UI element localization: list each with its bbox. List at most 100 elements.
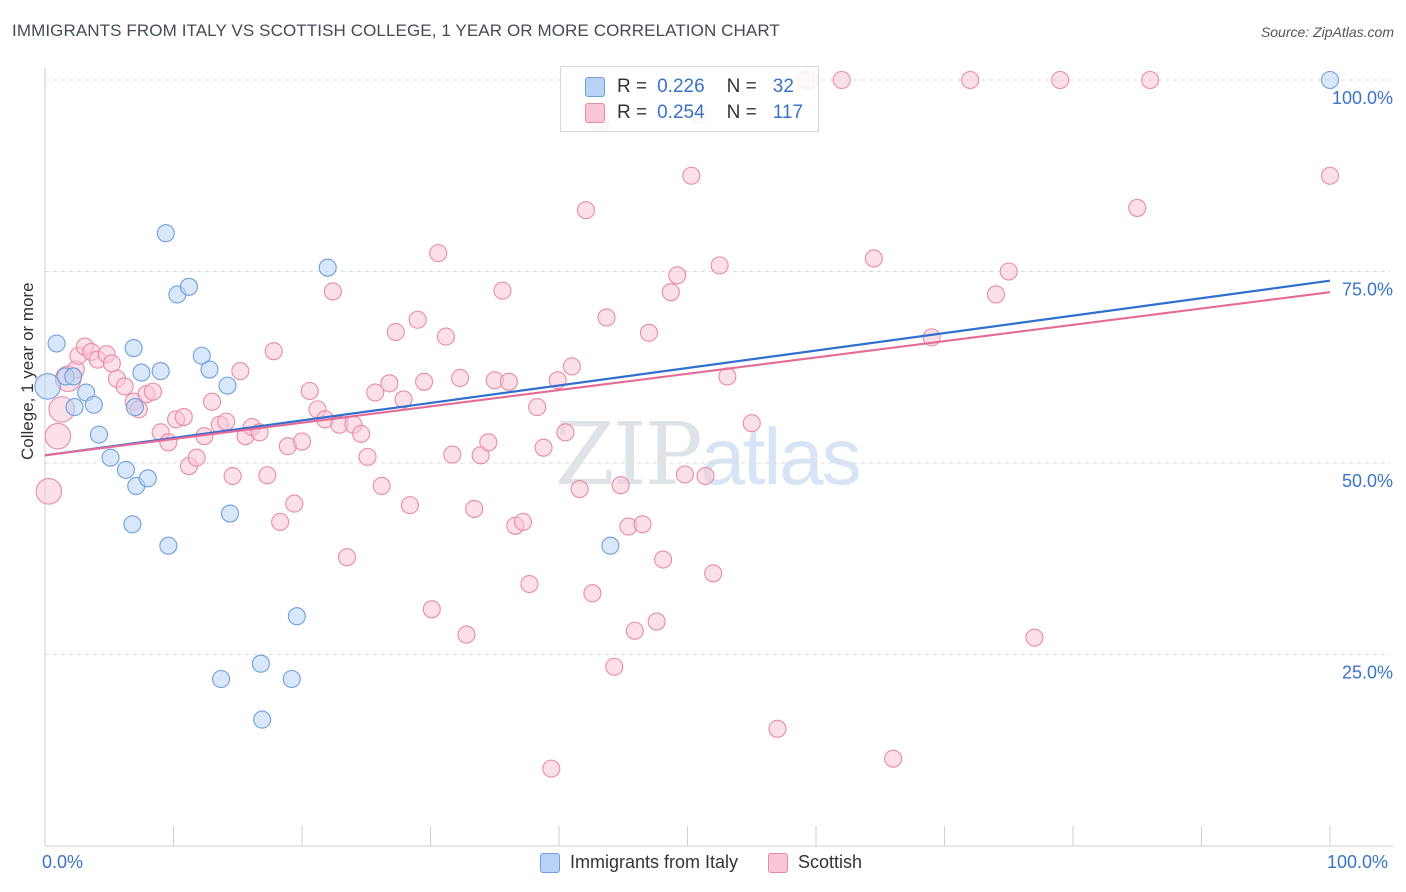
legend-swatch-blue xyxy=(540,852,560,873)
point-scottish xyxy=(611,476,630,495)
point-scottish xyxy=(408,310,427,329)
point-scottish xyxy=(668,266,687,285)
legend-n-value: 32 xyxy=(772,76,794,97)
trend-line-scottish xyxy=(44,291,1331,457)
legend-label-scottish: Scottish xyxy=(798,852,863,872)
point-scottish xyxy=(1128,198,1147,217)
point-scottish xyxy=(768,719,787,738)
point-scottish xyxy=(44,422,72,450)
point-scottish xyxy=(323,282,342,301)
point-italy xyxy=(89,425,109,444)
point-scottish xyxy=(556,423,575,442)
legend-r-label: R = xyxy=(617,76,648,97)
point-italy xyxy=(123,515,142,534)
chart-title: IMMIGRANTS FROM ITALY VS SCOTTISH COLLEG… xyxy=(12,21,780,40)
y-tick-label: 50.0% xyxy=(1342,471,1393,491)
point-scottish xyxy=(223,466,242,486)
point-scottish xyxy=(174,407,193,427)
point-scottish xyxy=(639,323,659,342)
point-scottish xyxy=(1025,628,1044,647)
point-scottish xyxy=(115,377,134,396)
point-scottish xyxy=(300,381,319,401)
point-scottish xyxy=(710,256,729,275)
point-scottish xyxy=(654,550,673,569)
legend-swatch-pink xyxy=(585,103,605,123)
point-scottish xyxy=(102,354,121,373)
point-scottish xyxy=(647,612,666,631)
trend-line-italy xyxy=(44,279,1331,457)
legend-swatch-blue xyxy=(585,77,605,97)
point-scottish xyxy=(258,466,277,485)
point-scottish xyxy=(583,584,602,603)
point-italy xyxy=(318,258,337,277)
point-italy xyxy=(125,398,144,417)
point-italy xyxy=(192,346,211,365)
point-italy xyxy=(151,362,170,381)
legend-row-scottish: R = 0.254 N = 117 xyxy=(585,101,803,125)
point-italy xyxy=(34,373,61,400)
point-scottish xyxy=(576,201,596,220)
point-scottish xyxy=(682,166,701,185)
point-scottish xyxy=(231,362,250,381)
point-italy xyxy=(251,654,270,673)
point-scottish xyxy=(986,285,1005,304)
point-scottish xyxy=(143,382,162,401)
point-scottish xyxy=(633,515,652,534)
point-italy xyxy=(138,469,157,488)
point-scottish xyxy=(625,621,644,640)
watermark-atlas: atlas xyxy=(700,412,862,501)
point-scottish xyxy=(884,749,903,768)
legend-n-value: 117 xyxy=(772,102,804,123)
x-tick-label-max: 100.0% xyxy=(1327,852,1389,872)
point-scottish xyxy=(961,70,980,90)
point-italy xyxy=(287,607,306,626)
correlation-legend: R = 0.226 N = 32 R = 0.254 N = 117 xyxy=(560,66,819,132)
legend-n-label: N = xyxy=(726,76,757,97)
legend-r-label: R = xyxy=(617,102,648,123)
series-legend: Immigrants from Italy Scottish xyxy=(540,852,892,873)
point-scottish xyxy=(696,466,715,486)
legend-row-italy: R = 0.226 N = 32 xyxy=(585,75,794,99)
point-scottish xyxy=(597,308,616,327)
point-scottish xyxy=(264,342,283,361)
point-scottish xyxy=(400,496,419,515)
point-scottish xyxy=(358,447,377,466)
point-scottish xyxy=(380,374,399,393)
point-italy xyxy=(159,536,178,555)
legend-r-value: 0.254 xyxy=(657,102,705,123)
point-scottish xyxy=(479,433,498,452)
point-italy xyxy=(253,710,272,729)
point-scottish xyxy=(562,357,581,376)
point-scottish xyxy=(187,448,206,467)
point-scottish xyxy=(292,432,312,451)
point-italy xyxy=(124,339,143,358)
point-scottish xyxy=(1320,166,1340,185)
point-scottish xyxy=(451,368,470,388)
point-scottish xyxy=(394,390,413,409)
point-scottish xyxy=(372,476,391,496)
point-scottish xyxy=(35,478,63,505)
point-scottish xyxy=(605,657,624,676)
point-italy xyxy=(156,224,175,243)
point-scottish xyxy=(159,433,178,452)
point-italy xyxy=(101,448,120,467)
point-italy xyxy=(47,334,66,353)
point-scottish xyxy=(436,327,455,346)
point-italy xyxy=(116,460,136,479)
point-scottish xyxy=(429,244,448,263)
point-scottish xyxy=(832,70,851,90)
legend-swatch-pink xyxy=(768,852,789,873)
point-scottish xyxy=(493,281,512,300)
legend-n-label: N = xyxy=(726,102,757,123)
y-axis-label: College, 1 year or more xyxy=(18,282,37,460)
point-scottish xyxy=(1141,70,1160,90)
point-scottish xyxy=(285,494,304,513)
legend-label-italy: Immigrants from Italy xyxy=(570,852,739,872)
point-scottish xyxy=(704,564,723,583)
legend-item-italy: Immigrants from Italy xyxy=(540,852,738,873)
point-scottish xyxy=(520,574,539,594)
point-italy xyxy=(179,277,198,296)
point-scottish xyxy=(443,445,462,464)
point-scottish xyxy=(999,262,1018,281)
y-tick-label: 75.0% xyxy=(1342,280,1393,300)
